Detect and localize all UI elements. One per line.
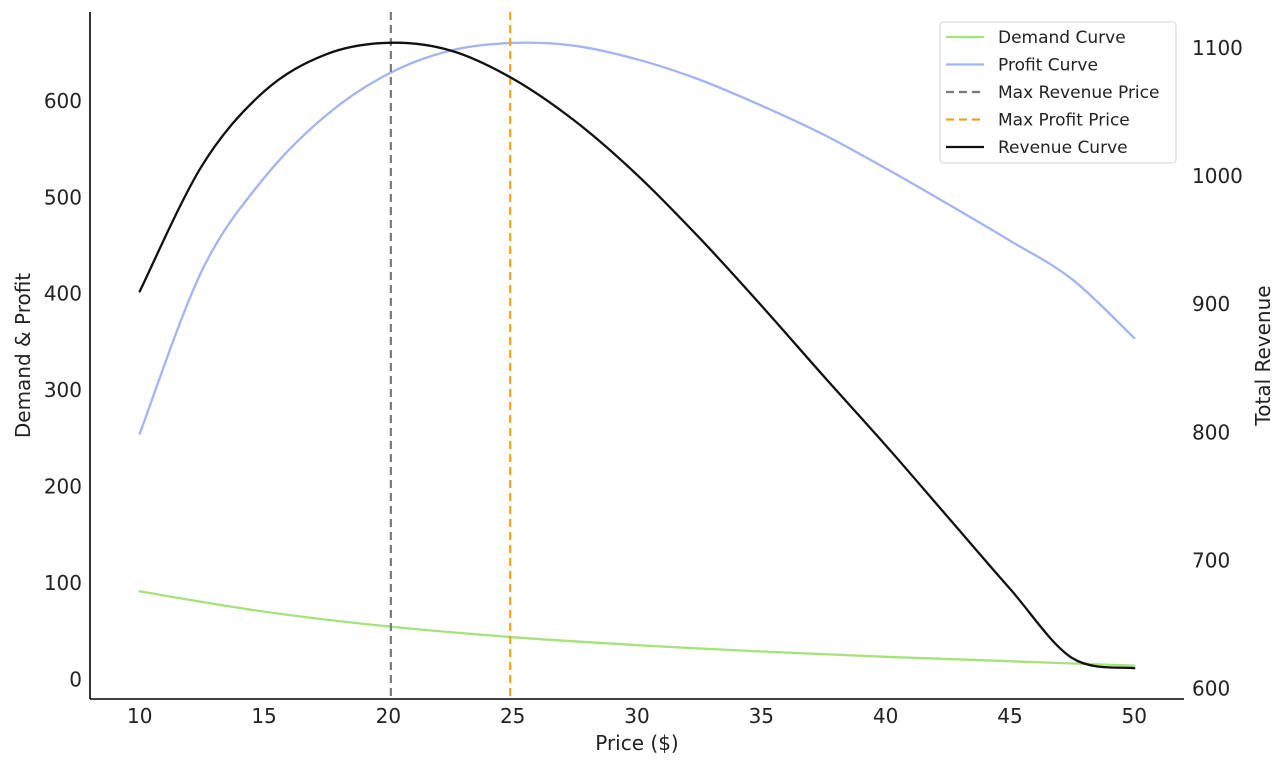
plot-area: [138, 12, 1136, 699]
right-y-tick-label: 800: [1192, 420, 1230, 444]
x-tick-label: 40: [873, 704, 898, 728]
left-y-tick-label: 300: [44, 378, 82, 402]
legend-label: Demand Curve: [998, 28, 1126, 48]
left-y-tick-label: 500: [44, 185, 82, 209]
left-y-tick-label: 200: [44, 475, 82, 499]
left-y-tick-label: 400: [44, 282, 82, 306]
x-tick-label: 50: [1122, 704, 1147, 728]
legend: Demand Curve Profit Curve Max Revenue Pric…: [939, 21, 1177, 164]
right-y-tick-label: 600: [1192, 677, 1230, 701]
left-y-ticks: 0 100 200 300 400 500 600: [44, 89, 82, 692]
x-axis-label: Price ($): [595, 731, 678, 755]
right-y-tick-label: 900: [1192, 292, 1230, 316]
x-tick-label: 20: [376, 704, 401, 728]
legend-label: Max Revenue Price: [998, 83, 1159, 103]
revenue-curve-line: [138, 41, 1136, 670]
x-tick-label: 30: [624, 704, 649, 728]
x-tick-label: 10: [127, 704, 152, 728]
right-y-tick-label: 700: [1192, 549, 1230, 573]
right-y-ticks: 600 700 800 900 1000 1100: [1192, 36, 1243, 701]
right-y-tick-label: 1000: [1192, 164, 1243, 188]
left-y-axis-label: Demand & Profit: [11, 273, 35, 438]
legend-box: [939, 21, 1177, 164]
x-ticks: 10 15 20 25 30 35 40 45 50: [127, 704, 1147, 728]
right-y-axis-label: Total Revenue: [1251, 285, 1275, 426]
axes: [89, 12, 1184, 700]
x-tick-label: 25: [500, 704, 525, 728]
legend-label: Profit Curve: [998, 56, 1098, 76]
legend-label: Revenue Curve: [998, 138, 1128, 158]
x-tick-label: 15: [251, 704, 276, 728]
left-y-tick-label: 100: [44, 571, 82, 595]
x-tick-label: 35: [749, 704, 774, 728]
x-tick-label: 45: [997, 704, 1022, 728]
demand-curve-line: [138, 590, 1136, 667]
left-y-tick-label: 600: [44, 89, 82, 113]
right-y-tick-label: 1100: [1192, 36, 1243, 60]
legend-label: Max Profit Price: [998, 111, 1130, 131]
left-y-tick-label: 0: [69, 668, 82, 692]
profit-curve-line: [138, 41, 1136, 435]
